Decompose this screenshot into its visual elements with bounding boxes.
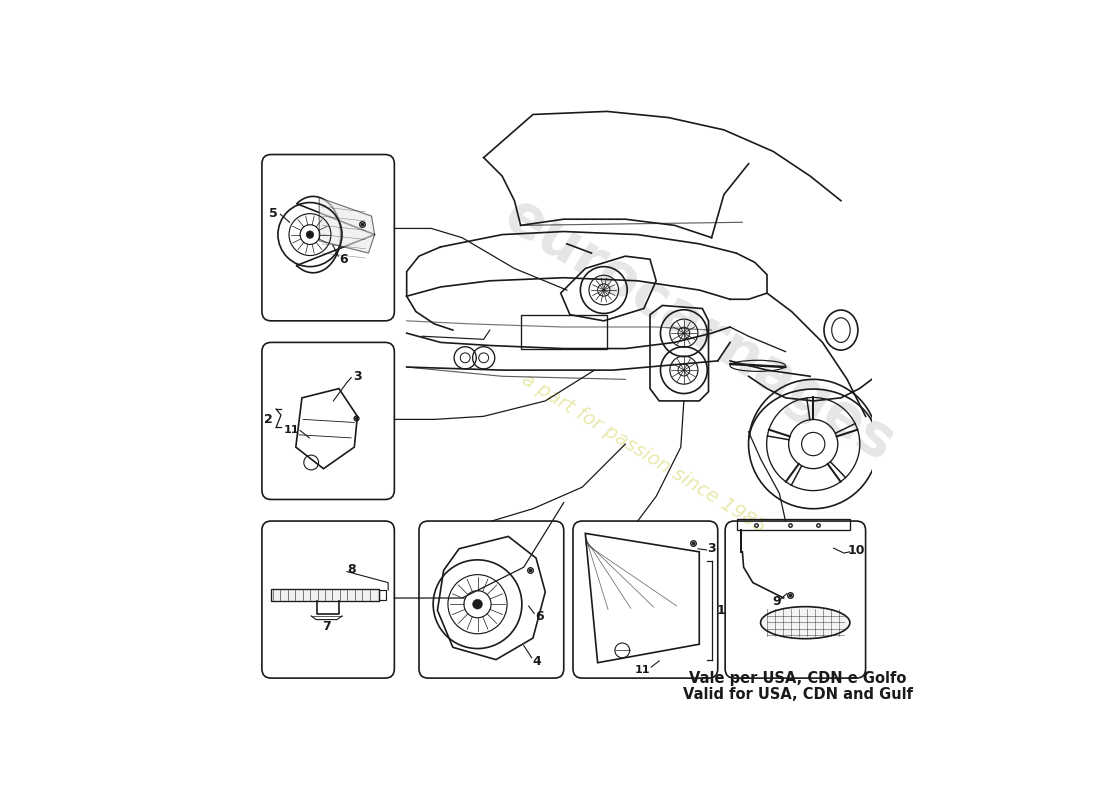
Ellipse shape xyxy=(760,606,850,638)
Bar xyxy=(520,314,607,349)
Text: Vale per USA, CDN e Golfo: Vale per USA, CDN e Golfo xyxy=(689,670,906,686)
Text: 6: 6 xyxy=(339,253,348,266)
Text: 10: 10 xyxy=(848,544,865,557)
Text: 11: 11 xyxy=(635,665,650,675)
Text: 8: 8 xyxy=(346,562,355,575)
Text: 1: 1 xyxy=(716,604,725,617)
Text: 2: 2 xyxy=(264,413,273,426)
Polygon shape xyxy=(319,198,375,253)
Circle shape xyxy=(306,231,313,238)
Text: Valid for USA, CDN and Gulf: Valid for USA, CDN and Gulf xyxy=(683,687,913,702)
Circle shape xyxy=(473,599,483,609)
Bar xyxy=(378,590,386,600)
Text: 4: 4 xyxy=(532,655,541,668)
Text: 7: 7 xyxy=(322,621,331,634)
Text: 11: 11 xyxy=(284,425,299,435)
Text: a part for passion since 1985: a part for passion since 1985 xyxy=(518,370,769,537)
Text: eurocarnages: eurocarnages xyxy=(494,186,905,474)
Text: 5: 5 xyxy=(268,206,277,219)
Text: 3: 3 xyxy=(707,542,716,555)
Text: 3: 3 xyxy=(353,370,362,382)
Bar xyxy=(271,590,378,601)
Text: 6: 6 xyxy=(535,610,543,623)
Bar xyxy=(737,519,850,530)
Text: 9: 9 xyxy=(772,594,781,608)
